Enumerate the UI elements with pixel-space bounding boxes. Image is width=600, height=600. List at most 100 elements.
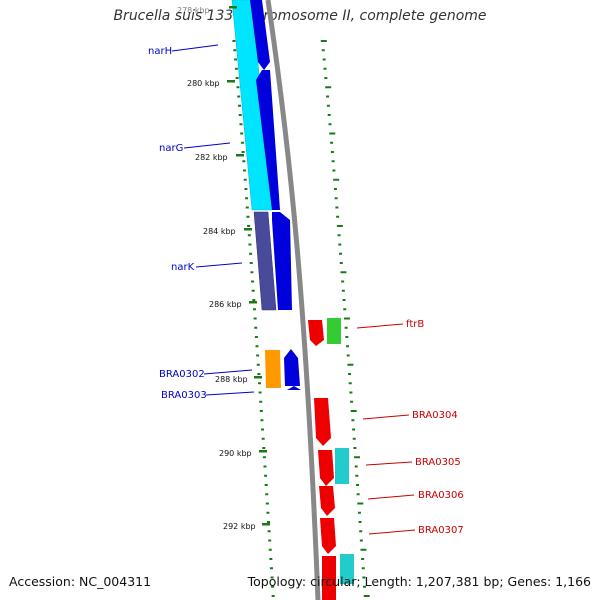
gene-BRA0303[interactable]: [284, 349, 300, 386]
gene-label-BRA0303[interactable]: BRA0303: [161, 390, 207, 401]
gene-narH[interactable]: [250, 0, 270, 70]
track-dash: [361, 558, 365, 560]
leader-BRA0302: [203, 369, 253, 375]
gene-label-narK[interactable]: narK: [171, 262, 195, 273]
track-dash: [348, 382, 352, 385]
track-dash: [247, 225, 251, 227]
backbone-line: [265, 0, 321, 600]
track-dash: [257, 373, 261, 375]
gene-label-BRA0302[interactable]: BRA0302: [159, 369, 205, 380]
gene-ftrB[interactable]: [308, 320, 324, 346]
gene-label-BRA0307[interactable]: BRA0307: [418, 525, 464, 536]
track-dash: [232, 40, 236, 42]
track-dash: [330, 141, 334, 144]
track-dash: [237, 104, 241, 107]
gene-BRA0306[interactable]: [319, 486, 335, 516]
track-dash: [262, 447, 266, 449]
scale-tick-mark: [259, 450, 267, 453]
gene-red-bottom: [322, 556, 336, 600]
track-dash: [324, 77, 328, 79]
scale-tick-mark: [254, 376, 262, 379]
gene-label-narG[interactable]: narG: [159, 143, 183, 154]
track-dash: [355, 474, 359, 477]
scale-tick-mark: [249, 301, 257, 304]
track-dash: [331, 160, 335, 163]
track-dash: [239, 123, 243, 126]
right-dash-track: [320, 40, 370, 597]
leader-narH: [171, 44, 219, 52]
track-dash: [266, 511, 270, 514]
track-dash: [343, 308, 347, 311]
track-dash: [346, 354, 350, 357]
track-dash: [336, 225, 343, 227]
track-dash: [353, 447, 357, 449]
gene-label-BRA0306[interactable]: BRA0306: [418, 490, 464, 501]
scale-tick-mark: [229, 6, 237, 9]
leader-BRA0305: [365, 461, 413, 466]
track-dash: [252, 308, 256, 311]
track-dash: [362, 576, 366, 579]
track-dash: [322, 58, 326, 61]
track-dash: [256, 354, 260, 357]
track-dash: [359, 539, 363, 542]
topology-text: Topology: circular; Length: 1,207,381 bp…: [247, 574, 591, 589]
track-dash: [237, 95, 241, 98]
scale-tick-label: 284 kbp: [203, 227, 236, 236]
track-dash: [235, 77, 239, 79]
track-dash: [356, 493, 360, 496]
track-dash: [259, 410, 263, 412]
track-dash: [339, 262, 343, 264]
track-dash: [344, 326, 348, 329]
scale-tick-mark: [244, 228, 252, 231]
gene-BRA0307[interactable]: [320, 518, 336, 554]
track-dash: [346, 345, 350, 348]
track-dash: [338, 243, 342, 246]
gene-label-BRA0305[interactable]: BRA0305: [415, 457, 461, 468]
leader-BRA0306: [367, 494, 415, 500]
track-dash: [325, 86, 332, 89]
gene-BRA0305[interactable]: [318, 450, 334, 486]
track-dash: [320, 40, 327, 42]
track-dash: [352, 428, 356, 431]
track-dash: [328, 123, 332, 126]
gene-BRA0302[interactable]: [265, 350, 281, 388]
leader-BRA0304: [362, 414, 410, 420]
track-dash: [357, 511, 361, 514]
track-dash: [333, 178, 340, 181]
track-dash: [354, 456, 361, 459]
track-dash: [234, 58, 238, 61]
track-dash: [326, 95, 330, 98]
gene-narG[interactable]: [256, 70, 280, 210]
track-dash: [363, 595, 370, 597]
track-dash: [243, 178, 247, 181]
track-dash: [271, 595, 275, 597]
track-dash: [254, 336, 258, 338]
gene-label-ftrB[interactable]: ftrB: [406, 319, 424, 330]
track-dash: [251, 289, 255, 292]
track-dash: [251, 280, 255, 283]
gene-narK[interactable]: [272, 212, 292, 310]
track-dash: [351, 419, 355, 422]
scale-tick-mark: [262, 523, 270, 526]
track-dash: [341, 280, 345, 283]
track-dash: [265, 493, 269, 496]
track-dash: [321, 49, 325, 52]
scale-tick-label: 292 kbp: [223, 522, 256, 531]
track-dash: [234, 67, 238, 70]
track-dash: [345, 336, 349, 338]
scale-tick-label: 280 kbp: [187, 79, 220, 88]
track-dash: [358, 521, 362, 523]
track-dash: [254, 326, 258, 329]
gene-label-BRA0304[interactable]: BRA0304: [412, 410, 458, 421]
scale-tick-mark: [236, 154, 244, 157]
track-dash: [335, 206, 339, 209]
slate-band: [253, 211, 277, 311]
track-dash: [261, 437, 265, 440]
gene-BRA0304[interactable]: [314, 398, 331, 446]
track-dash: [267, 530, 271, 533]
track-dash: [341, 289, 345, 292]
track-dash: [355, 484, 359, 486]
gene-label-narH[interactable]: narH: [148, 46, 172, 57]
scale-tick-label: 286 kbp: [209, 300, 242, 309]
